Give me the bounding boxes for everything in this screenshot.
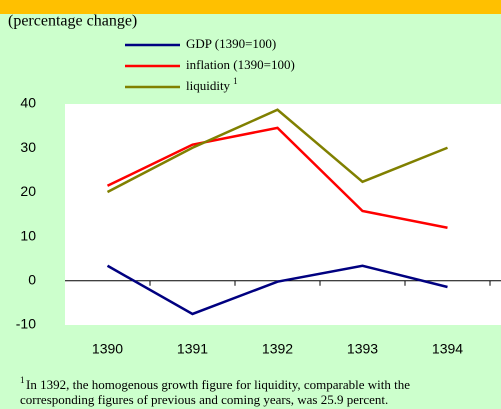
x-tick-label: 1392 [262,341,293,357]
footnote-line: In 1392, the homogenous growth figure fo… [26,377,410,392]
y-tick-label: 20 [20,183,36,199]
y-tick-label: 10 [20,227,36,243]
legend-note: 1 [233,76,238,86]
y-tick-label: 40 [20,95,36,111]
plot-area [65,104,501,325]
footnote-line: corresponding figures of previous and co… [20,392,388,407]
y-tick-label: -10 [16,316,36,332]
footnote-marker: 1 [20,375,25,385]
x-tick-label: 1394 [432,341,463,357]
series-line [106,264,448,316]
legend-label: inflation (1390=100) [186,57,295,72]
x-tick-label: 1390 [92,341,123,357]
header-band [0,0,501,14]
legend-label: GDP (1390=100) [186,36,276,51]
x-tick-label: 1391 [177,341,208,357]
legend-label: liquidity [186,78,231,93]
subtitle: (percentage change) [8,13,137,30]
y-tick-label: 0 [28,272,36,288]
series-line [106,108,448,194]
x-tick-label: 1393 [347,341,378,357]
series-line [106,126,448,229]
y-tick-label: 30 [20,139,36,155]
